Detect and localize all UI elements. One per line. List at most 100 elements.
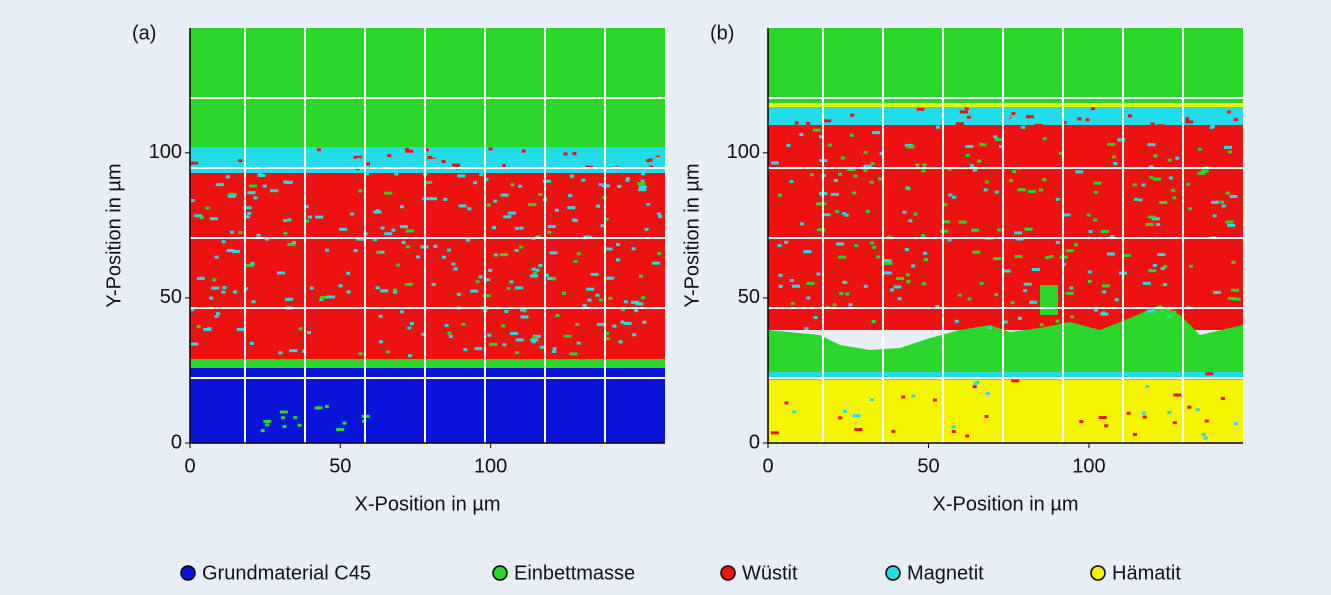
speck xyxy=(270,189,279,193)
speck xyxy=(1212,214,1217,218)
speck xyxy=(893,285,902,289)
speck xyxy=(605,331,610,335)
speck xyxy=(952,195,957,199)
speck xyxy=(226,249,235,253)
speck xyxy=(281,416,286,420)
speck xyxy=(799,222,804,226)
speck xyxy=(504,310,509,314)
panel-label: (a) xyxy=(132,22,156,44)
speck xyxy=(441,255,446,259)
speck xyxy=(407,326,412,330)
speck xyxy=(499,253,508,257)
speck xyxy=(631,247,636,251)
speck xyxy=(1017,316,1022,320)
speck xyxy=(1110,235,1115,239)
speck xyxy=(935,125,940,129)
speck xyxy=(506,156,511,160)
speck xyxy=(590,152,595,156)
speck xyxy=(479,173,484,177)
speck xyxy=(451,262,456,266)
speck xyxy=(839,291,844,295)
speck xyxy=(838,172,843,176)
speck xyxy=(852,414,861,418)
speck xyxy=(979,142,984,146)
speck xyxy=(346,290,351,294)
speck xyxy=(279,410,288,414)
speck xyxy=(923,251,928,255)
speck xyxy=(544,273,549,277)
speck xyxy=(1017,188,1026,192)
speck xyxy=(1168,176,1173,180)
speck xyxy=(209,296,214,300)
speck xyxy=(994,138,1003,142)
speck xyxy=(530,274,539,278)
speck xyxy=(214,255,219,259)
speck xyxy=(991,125,996,129)
speck xyxy=(309,286,314,290)
speck xyxy=(394,172,399,176)
speck xyxy=(921,169,926,173)
speck xyxy=(453,267,458,271)
speck xyxy=(792,410,797,414)
speck xyxy=(1226,110,1231,114)
speck xyxy=(236,327,245,331)
speck xyxy=(1104,424,1109,428)
speck xyxy=(605,337,610,341)
speck xyxy=(1221,204,1226,208)
speck xyxy=(997,228,1002,232)
speck xyxy=(789,278,794,282)
speck xyxy=(393,288,398,292)
speck xyxy=(1090,107,1095,111)
speck xyxy=(940,229,949,233)
speck xyxy=(1101,284,1110,288)
speck xyxy=(915,163,920,167)
speck xyxy=(221,240,226,244)
speck xyxy=(587,298,592,302)
speck xyxy=(486,278,491,282)
speck xyxy=(563,334,572,338)
speck xyxy=(316,148,321,152)
speck xyxy=(600,224,605,228)
speck xyxy=(257,172,262,176)
speck xyxy=(865,209,870,213)
speck xyxy=(1049,255,1054,259)
speck xyxy=(642,320,647,324)
speck xyxy=(937,109,942,113)
region xyxy=(768,380,1243,443)
speck xyxy=(656,212,661,216)
speck xyxy=(263,419,272,423)
speck xyxy=(1225,220,1234,224)
speck xyxy=(488,147,493,151)
speck xyxy=(803,250,812,254)
speck xyxy=(487,333,492,337)
speck xyxy=(1149,175,1154,179)
speck xyxy=(572,152,577,156)
legend-label: Magnetit xyxy=(907,562,984,584)
speck xyxy=(921,125,926,129)
speck xyxy=(784,401,789,405)
region xyxy=(768,28,1243,103)
legend-label: Einbettmasse xyxy=(514,562,635,584)
speck xyxy=(211,286,220,290)
speck xyxy=(1231,260,1236,264)
speck xyxy=(248,184,257,188)
speck xyxy=(1077,117,1082,121)
speck xyxy=(1162,283,1167,287)
speck xyxy=(353,155,362,159)
region xyxy=(190,173,665,359)
speck xyxy=(916,107,925,111)
speck xyxy=(1233,118,1238,122)
speck xyxy=(291,241,296,245)
speck xyxy=(575,322,580,326)
speck xyxy=(1065,249,1074,253)
speck xyxy=(1172,196,1177,200)
speck xyxy=(1147,143,1156,147)
speck xyxy=(884,261,893,265)
speck xyxy=(794,121,799,125)
speck xyxy=(948,193,953,197)
speck xyxy=(518,184,523,188)
speck xyxy=(1163,264,1168,268)
speck xyxy=(1029,300,1038,304)
speck xyxy=(806,281,815,285)
speck xyxy=(469,155,474,159)
